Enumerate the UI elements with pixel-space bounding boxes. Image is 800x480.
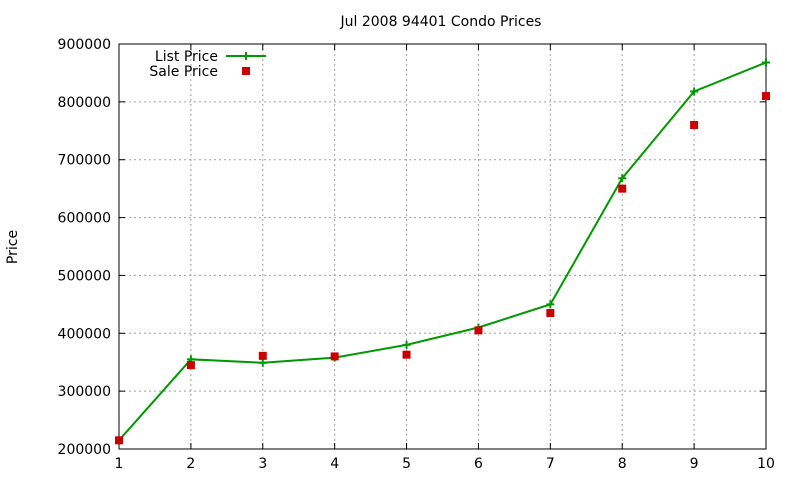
series-line-list-price [118, 61, 767, 441]
x-tick-label: 7 [546, 456, 555, 472]
y-tick-label: 900000 [58, 37, 111, 53]
plot-border [118, 43, 767, 450]
x-tick-label: 9 [690, 456, 699, 472]
x-tick-label: 4 [330, 456, 339, 472]
chart-title: Jul 2008 94401 Condo Prices [340, 14, 542, 30]
data-point-list-price [690, 87, 699, 96]
legend-square-swatch [242, 67, 250, 75]
data-point-sale-price [762, 92, 770, 101]
series-layer [115, 58, 770, 445]
y-tick-label: 200000 [58, 442, 111, 458]
data-point-list-price [402, 340, 411, 349]
data-point-sale-price [330, 352, 339, 361]
data-point-list-price [546, 300, 555, 309]
legend-label: List Price [155, 49, 218, 65]
data-point-sale-price [618, 184, 627, 193]
data-point-list-price [258, 358, 267, 367]
y-tick-label: 400000 [58, 326, 111, 342]
data-point-list-price [762, 58, 770, 67]
y-tick-label: 700000 [58, 153, 111, 169]
legend-label: Sale Price [149, 64, 218, 80]
x-tick-label: 3 [258, 456, 267, 472]
x-tick-label: 6 [474, 456, 483, 472]
data-point-sale-price [690, 121, 699, 129]
grid [119, 44, 766, 449]
x-tick-label: 2 [186, 456, 195, 472]
data-point-sale-price [186, 361, 195, 370]
y-tick-label: 600000 [58, 211, 111, 227]
data-point-sale-price [474, 326, 483, 335]
data-point-sale-price [546, 309, 555, 318]
x-tick-label: 10 [757, 456, 775, 472]
x-tick-label: 8 [618, 456, 627, 472]
data-point-sale-price [402, 350, 411, 359]
x-tick-label: 1 [115, 456, 124, 472]
data-point-sale-price [115, 436, 123, 445]
y-tick-label: 500000 [58, 268, 111, 284]
axes [118, 43, 767, 450]
y-tick-label: 300000 [58, 384, 111, 400]
data-point-list-price [618, 174, 627, 183]
tick-labels: 1 2 3 4 5 6 7 8 9 10 200000 300000 400000 500000 60000… [58, 37, 775, 472]
x-tick-label: 5 [402, 456, 411, 472]
data-point-sale-price [258, 351, 267, 360]
y-tick-label: 800000 [58, 95, 111, 111]
y-axis-label: Price [5, 230, 21, 264]
